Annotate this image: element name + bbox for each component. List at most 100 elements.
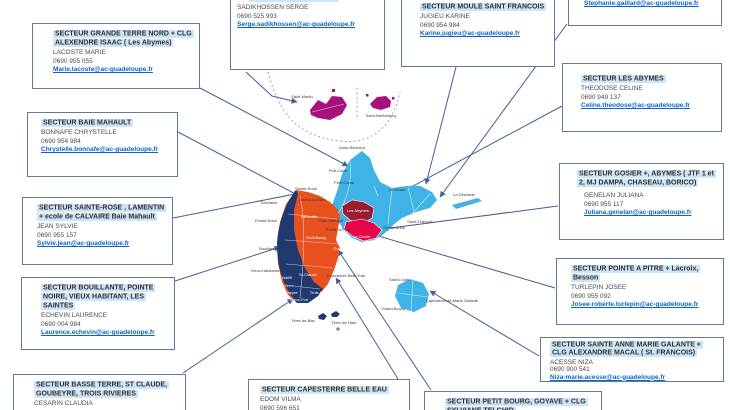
contact-name: JEAN SYLVIE xyxy=(37,223,78,231)
basse-terre-commune-borders xyxy=(284,195,340,299)
leader-lines xyxy=(172,23,568,391)
sector-title: SECTEUR BOUILLANTE, POINTE NOIRE, VIEUX … xyxy=(41,283,168,310)
map-label: Basse-Terre xyxy=(272,283,294,288)
sector-title: SECTEUR SAINTE ANNE MARIE GALANTE + CLG … xyxy=(550,340,717,358)
contact-phone: 0690 525 993 xyxy=(237,12,277,20)
leader-line-marie-galante xyxy=(429,290,540,357)
map-islet-st-barth-2 xyxy=(392,97,395,100)
map-region-les-abymes xyxy=(341,199,375,225)
map-label: Gourbeyre xyxy=(279,290,299,295)
map-label: St-Claude xyxy=(299,272,318,277)
contact-name: ECHEVIN LAURENCE xyxy=(41,312,108,320)
sector-card-top-right: Stephanie.gaillard@ac-guadeloupe.fr xyxy=(568,0,722,26)
contact-phone: 0690 954 984 xyxy=(420,21,460,29)
leader-line-basse-terre xyxy=(182,298,294,374)
sector-title: SECTEUR POINTE A PITRE + Lacroix, Besson xyxy=(571,264,717,282)
map-label: Goyave xyxy=(333,246,348,251)
sector-title-text: SECTEUR CAPESTERRE BELLE EAU xyxy=(260,385,389,394)
sector-card-les-abymes: SECTEUR LES ABYMES THEODOSE CELINE 0690 … xyxy=(562,63,722,132)
leader-line-iles-du-nord xyxy=(245,71,298,104)
map-label: Capesterre-de-Marie-Galante xyxy=(426,298,479,303)
sector-card-gosier: SECTEUR GOSIER +, ABYMES ( JTF 1 et 2, M… xyxy=(559,163,724,240)
leader-line-sainte-rose xyxy=(172,191,301,219)
sector-title: SECTEUR ILES DU NORD xyxy=(237,0,378,2)
contact-phone: 0690 955 092 xyxy=(571,292,611,300)
sector-card-moule-saint-francois: SECTEUR MOULE SAINT FRANCOIS JUGIEU KARI… xyxy=(401,0,555,67)
sector-title: SECTEUR BAIE MAHAULT xyxy=(41,118,171,127)
contact-name: GENELAN JULIANA xyxy=(584,192,644,200)
contact-phone: 0690 955 055 xyxy=(53,57,93,65)
sector-card-iles-du-nord: SECTEUR ILES DU NORD SADIKHOSSEN SERGE 0… xyxy=(230,0,385,70)
sector-card-sainte-anne-marie-galante: SECTEUR SAINTE ANNE MARIE GALANTE + CLG … xyxy=(540,337,724,382)
contact-name: TURLEPIN JOSEE xyxy=(571,284,627,292)
sector-title-text: SECTEUR SAINTE ANNE MARIE GALANTE + CLG … xyxy=(550,340,703,357)
map-label: Baie-Mahault xyxy=(319,218,343,223)
contact-email-link[interactable]: Serge.sadikhossen@ac-guadeloupe.fr xyxy=(237,20,355,28)
contact-phone: 0690 954 984 xyxy=(41,137,81,145)
contact-phone: 0690 004 984 xyxy=(41,320,81,328)
contact-phone: 0690 949 137 xyxy=(581,93,621,101)
contact-email-link[interactable]: Laurence.echevin@ac-guadeloupe.fr xyxy=(41,329,155,337)
marie-galante-commune-borders xyxy=(397,279,429,312)
sector-card-capesterre-belle-eau: SECTEUR CAPESTERRE BELLE EAU EDOM VILMA … xyxy=(248,379,410,410)
map-label: Saint-François xyxy=(407,219,433,224)
map-label: Vieux-Habitants xyxy=(251,268,279,273)
map-label: Capesterre-Belle-Eau xyxy=(327,273,365,278)
map-label: Saint-Louis xyxy=(389,277,409,282)
map-label: Port-Louis xyxy=(329,168,347,173)
map-label: Saint-Martin xyxy=(291,94,313,99)
sector-title-text: SECTEUR BASSE TERRE, ST CLAUDE, GOUBEYRE… xyxy=(34,380,170,398)
contact-email-link[interactable]: Celine.theodose@ac-guadeloupe.fr xyxy=(581,101,690,109)
sector-title-text: SECTEUR BOUILLANTE, POINTE NOIRE, VIEUX … xyxy=(41,283,156,310)
sector-title-text: SECTEUR MOULE SAINT FRANCOIS xyxy=(420,2,547,11)
contact-email-link[interactable]: Chrystelle.bonnafe@ac-guadeloupe.fr xyxy=(41,145,159,153)
sector-title-text: SECTEUR BAIE MAHAULT xyxy=(41,118,134,127)
sector-title-text: SECTEUR SAINTE-ROSE , LAMENTIN + ecole d… xyxy=(37,203,167,221)
map-label: Petit-Bourg xyxy=(306,235,326,240)
map-islet-st-barth-1 xyxy=(366,94,369,97)
contact-email-link[interactable]: Sylvie.jean@ac-guadeloupe.fr xyxy=(37,240,130,248)
contact-email-link[interactable]: Niza-marie.acesse@ac-guadeloupe.fr xyxy=(550,373,666,381)
map-label: La Désirade xyxy=(453,192,475,197)
sector-title: SECTEUR SAINTE-ROSE , LAMENTIN + ecole d… xyxy=(37,203,167,221)
leader-line-petit-bourg xyxy=(337,249,432,391)
grande-terre-commune-borders xyxy=(337,159,431,225)
leader-line-moule xyxy=(424,66,457,185)
contact-name: ACESSE NIZA xyxy=(550,358,593,366)
contact-phone: 0690 955 117 xyxy=(584,200,624,208)
map-label: Le Gosier xyxy=(353,234,371,239)
contact-name: EDOM VILMA xyxy=(260,396,301,404)
map-region-cote-ouest xyxy=(277,190,323,303)
map-islet-saint-martin xyxy=(332,89,335,92)
leader-line-grande-terre-nord xyxy=(199,87,349,167)
sector-card-sainte-rose-lamentin: SECTEUR SAINTE-ROSE , LAMENTIN + ecole d… xyxy=(22,197,173,265)
contact-name: THEODOSE CELINE xyxy=(581,85,643,93)
sector-title: SECTEUR LES ABYMES xyxy=(581,74,715,83)
iles-du-nord-boundary-dashed xyxy=(267,71,401,142)
map-label: Baillif xyxy=(282,275,292,280)
contact-phone: 0690 955 157 xyxy=(37,231,77,239)
map-label: Terre-de-Haut xyxy=(332,320,358,325)
map-label: Trois-Rivières xyxy=(310,290,335,295)
sector-card-petit-bourg-goyave: SECTEUR PETIT BOURG, GOYAVE + CLG SYLVIA… xyxy=(424,391,602,410)
contact-email-link[interactable]: Karine.jugieu@ac-guadeloupe.fr xyxy=(420,29,520,37)
map-region-gosier xyxy=(343,218,383,242)
map-label: Pointe-Noire xyxy=(255,218,278,223)
map-label: Sainte-Anne xyxy=(383,225,406,230)
map-label: Les Abymes xyxy=(347,208,369,213)
contact-email-link[interactable]: Stephanie.gaillard@ac-guadeloupe.fr xyxy=(584,0,699,7)
contact-email-link[interactable]: Josee-roberte.turlepin@ac-guadeloupe.fr xyxy=(571,301,699,309)
contact-name: CESARIN CLAUDIA xyxy=(34,400,93,408)
contact-email-link[interactable]: Juliana.genelan@ac-guadeloupe.fr xyxy=(584,209,692,217)
sector-title-text: SECTEUR ILES DU NORD xyxy=(249,0,339,2)
sector-title: SECTEUR CAPESTERRE BELLE EAU xyxy=(260,385,403,394)
map-label: Bouillante xyxy=(259,246,277,251)
sector-card-pointe-a-pitre: SECTEUR POINTE A PITRE + Lacroix, Besson… xyxy=(556,258,724,325)
map-label: Terre-de-Bas xyxy=(291,318,314,323)
sector-title-text: SECTEUR GOSIER +, ABYMES ( JTF 1 et 2, M… xyxy=(577,169,716,187)
map-label: Grand-Bourg xyxy=(381,306,404,311)
contact-email-link[interactable]: Marie.lacoste@ac-guadeloupe.fr xyxy=(53,66,153,74)
sector-card-basse-terre: SECTEUR BASSE TERRE, ST CLAUDE, GOUBEYRE… xyxy=(13,374,186,410)
contact-name: SADIKHOSSEN SERGE xyxy=(237,4,309,12)
